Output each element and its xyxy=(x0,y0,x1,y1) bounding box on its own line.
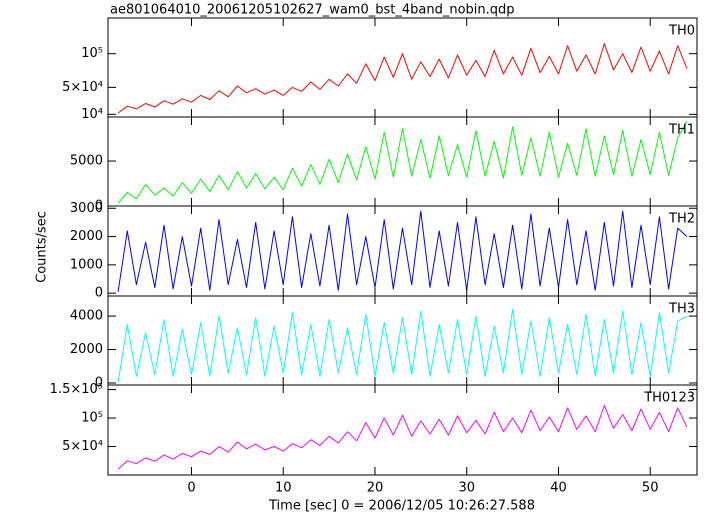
y-tick-label: 1.5×10⁵ xyxy=(50,382,103,397)
y-tick-label: 0 xyxy=(95,286,103,301)
y-tick-label: 2000 xyxy=(70,229,103,244)
panel-label: TH0123 xyxy=(643,391,695,406)
x-tick-label: 10 xyxy=(275,481,292,496)
series-line xyxy=(117,210,688,292)
panel-frame xyxy=(107,17,698,118)
y-tick-label: 1000 xyxy=(70,257,103,272)
x-tick-label: 30 xyxy=(458,481,475,496)
y-tick-label: 5000 xyxy=(70,154,103,169)
series-line xyxy=(117,405,688,470)
y-tick-label: 10⁵ xyxy=(81,46,103,61)
series-line xyxy=(117,121,688,204)
y-tick-label: 10⁵ xyxy=(81,411,103,426)
x-tick-label: 50 xyxy=(642,481,659,496)
series-line xyxy=(117,43,688,114)
panel-frame xyxy=(107,295,698,386)
x-tick-label: 40 xyxy=(550,481,567,496)
y-tick-label: 5×10⁴ xyxy=(62,439,103,454)
panel-label: TH3 xyxy=(668,302,695,317)
y-tick-label: 5×10⁴ xyxy=(62,80,103,95)
y-axis-label: Counts/sec xyxy=(35,211,50,283)
x-tick-label: 0 xyxy=(187,481,195,496)
y-tick-label: 0 xyxy=(95,375,103,390)
x-tick-label: 20 xyxy=(367,481,384,496)
panel-label: TH2 xyxy=(668,212,695,227)
y-tick-label: 4000 xyxy=(70,309,103,324)
chart-title: ae801064010_20061205102627_wam0_bst_4ban… xyxy=(110,3,515,18)
y-tick-label: 2000 xyxy=(70,342,103,357)
y-tick-label: 3000 xyxy=(70,201,103,216)
x-axis-label: Time [sec] 0 = 2006/12/05 10:26:27.588 xyxy=(268,499,535,514)
panel-label: TH0 xyxy=(668,24,695,39)
y-tick-label: 0 xyxy=(95,199,103,214)
y-tick-label: 10⁴ xyxy=(81,107,103,122)
panel-frame xyxy=(107,384,698,476)
series-line xyxy=(117,308,688,383)
panel-label: TH1 xyxy=(668,123,695,138)
